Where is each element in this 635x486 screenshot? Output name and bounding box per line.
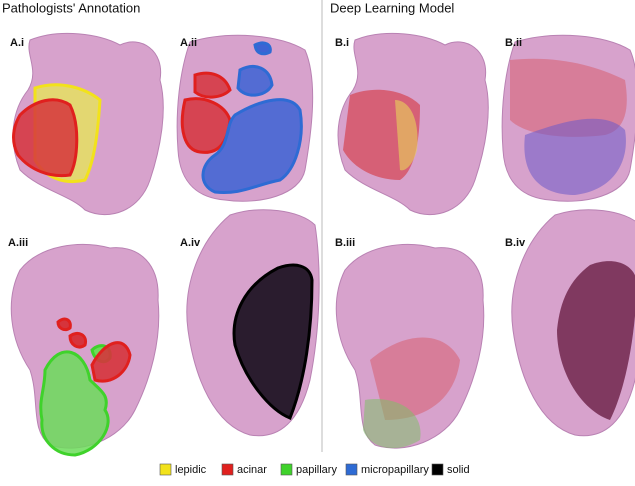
annotation-acinar <box>193 71 232 99</box>
panel-label: A.iv <box>180 237 201 249</box>
heading-left: Pathologists' Annotation <box>2 0 140 15</box>
annotation-acinar <box>12 98 79 178</box>
legend-label: papillary <box>296 464 337 476</box>
annotation-acinar <box>56 317 72 332</box>
annotation-papillary <box>39 350 110 457</box>
annotation-micropapillary <box>236 65 274 97</box>
panel-a <box>10 32 320 457</box>
panel-labels: A.i A.ii A.iii A.iv B.i B.ii B.iii B.iv <box>8 37 526 249</box>
annotation-acinar <box>180 97 232 154</box>
legend-label: acinar <box>237 464 267 476</box>
annotation-micropapillary <box>253 41 272 56</box>
legend-label: micropapillary <box>361 464 429 476</box>
legend-swatch <box>345 463 358 476</box>
legend-swatch <box>159 463 172 476</box>
panel-label: B.i <box>335 37 349 49</box>
prediction-solid <box>557 261 635 420</box>
panel-label: B.iv <box>505 237 526 249</box>
legend-label: solid <box>447 464 470 476</box>
prediction-lepidic <box>395 100 418 171</box>
heading-right: Deep Learning Model <box>330 0 454 15</box>
panel-b <box>335 32 635 449</box>
legend-label: lepidic <box>175 464 207 476</box>
panel-label: A.ii <box>180 37 197 49</box>
prediction-papillary <box>363 399 421 449</box>
legend-swatch <box>221 463 234 476</box>
prediction-acinar <box>510 58 627 137</box>
legend: lepidic acinar papillary micropapillary soli… <box>159 463 470 476</box>
annotation-solid <box>232 263 314 420</box>
legend-swatch <box>280 463 293 476</box>
prediction-acinar <box>370 337 460 420</box>
prediction-micropapillary <box>524 118 626 195</box>
panel-label: A.iii <box>8 237 28 249</box>
panel-label: B.ii <box>505 37 522 49</box>
annotation-acinar <box>68 331 88 349</box>
panel-label: B.iii <box>335 237 355 249</box>
annotation-micropapillary <box>201 98 303 195</box>
panel-label: A.i <box>10 37 24 49</box>
legend-swatch <box>431 463 444 476</box>
annotation-acinar <box>90 341 132 383</box>
